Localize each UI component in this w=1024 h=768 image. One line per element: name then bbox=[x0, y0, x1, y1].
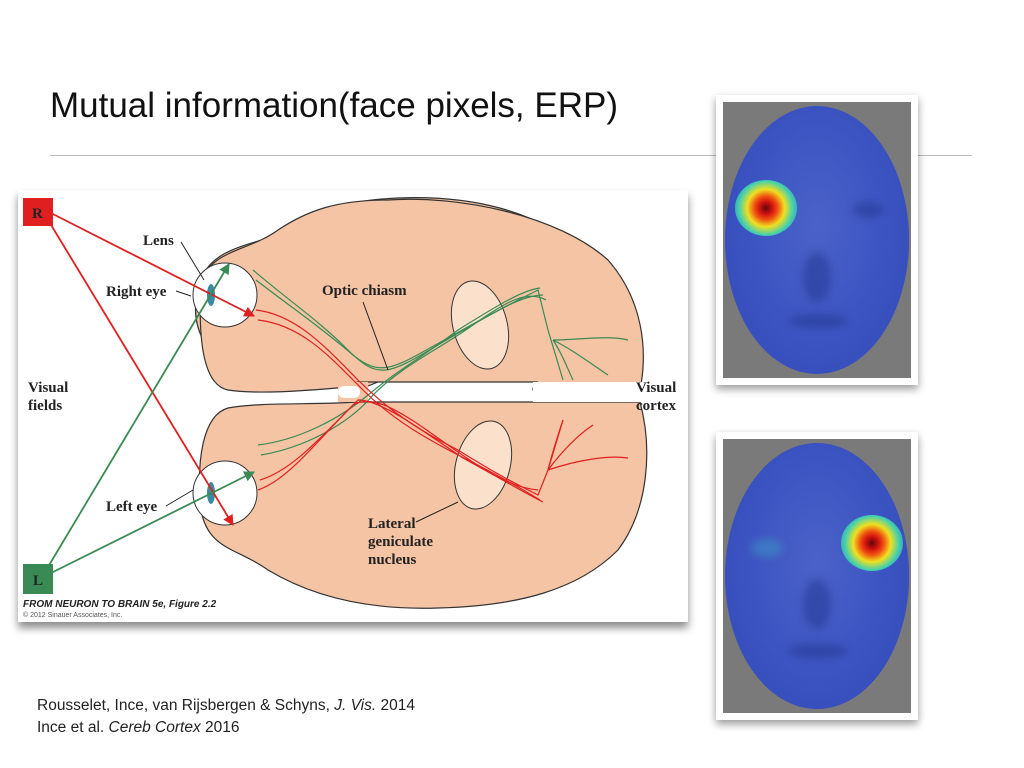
lgn-label-2: geniculate bbox=[368, 534, 433, 550]
visual-cortex-label-2: cortex bbox=[636, 398, 676, 414]
left-eye bbox=[192, 460, 258, 526]
citation-journal: Cereb Cortex bbox=[108, 719, 201, 736]
brain-lower bbox=[198, 401, 648, 609]
figure-credit: FROM NEURON TO BRAIN 5e, Figure 2.2 bbox=[23, 599, 217, 610]
right-eye-label: Right eye bbox=[106, 284, 167, 300]
brain-upper bbox=[199, 198, 644, 402]
right-fibers bbox=[255, 309, 629, 503]
visual-fields-label-2: fields bbox=[28, 398, 62, 414]
right-field-rays bbox=[44, 209, 255, 526]
title-divider bbox=[50, 155, 972, 156]
l-field-box bbox=[23, 564, 53, 594]
heatmap-hotspot bbox=[735, 180, 797, 236]
left-eye-label: Left eye bbox=[106, 499, 158, 515]
citation-1: Rousselet, Ince, van Rijsbergen & Schyns… bbox=[37, 697, 415, 715]
lgn-label-3: nucleus bbox=[368, 552, 417, 568]
citation-journal: J. Vis. bbox=[334, 697, 377, 714]
left-field-rays bbox=[44, 263, 255, 577]
visual-pathway-diagram: R L Lens Right eye Left eye Optic chiasm… bbox=[23, 197, 676, 609]
figure-copyright: © 2012 Sinauer Associates, Inc. bbox=[23, 612, 123, 619]
l-box-label: L bbox=[33, 573, 43, 589]
face-heatmap-right-eye bbox=[716, 95, 918, 385]
citation-year: 2014 bbox=[376, 697, 415, 714]
visual-fields-label: Visual bbox=[28, 380, 68, 396]
r-box-label: R bbox=[32, 206, 43, 222]
face-heatmap-left-eye bbox=[716, 432, 918, 720]
citation-authors: Rousselet, Ince, van Rijsbergen & Schyns… bbox=[37, 697, 335, 714]
citation-authors: Ince et al. bbox=[37, 719, 109, 736]
face-oval bbox=[725, 106, 909, 374]
slide-title: Mutual information(face pixels, ERP) bbox=[50, 86, 618, 125]
r-field-box bbox=[23, 198, 53, 226]
lens-label: Lens bbox=[143, 233, 174, 249]
lgn-upper bbox=[450, 280, 510, 370]
right-eye bbox=[192, 262, 258, 328]
lgn-label: Lateral bbox=[368, 516, 415, 532]
citation-2: Ince et al. Cereb Cortex 2016 bbox=[37, 719, 240, 737]
heatmap-hotspot bbox=[841, 515, 903, 571]
left-fibers bbox=[252, 269, 629, 456]
optic-chiasm-label: Optic chiasm bbox=[322, 283, 407, 299]
visual-cortex-label: Visual bbox=[636, 380, 676, 396]
visual-pathway-figure: R L Lens Right eye Left eye Optic chiasm… bbox=[18, 190, 688, 622]
citation-year: 2016 bbox=[200, 719, 240, 736]
face-oval bbox=[725, 443, 909, 709]
